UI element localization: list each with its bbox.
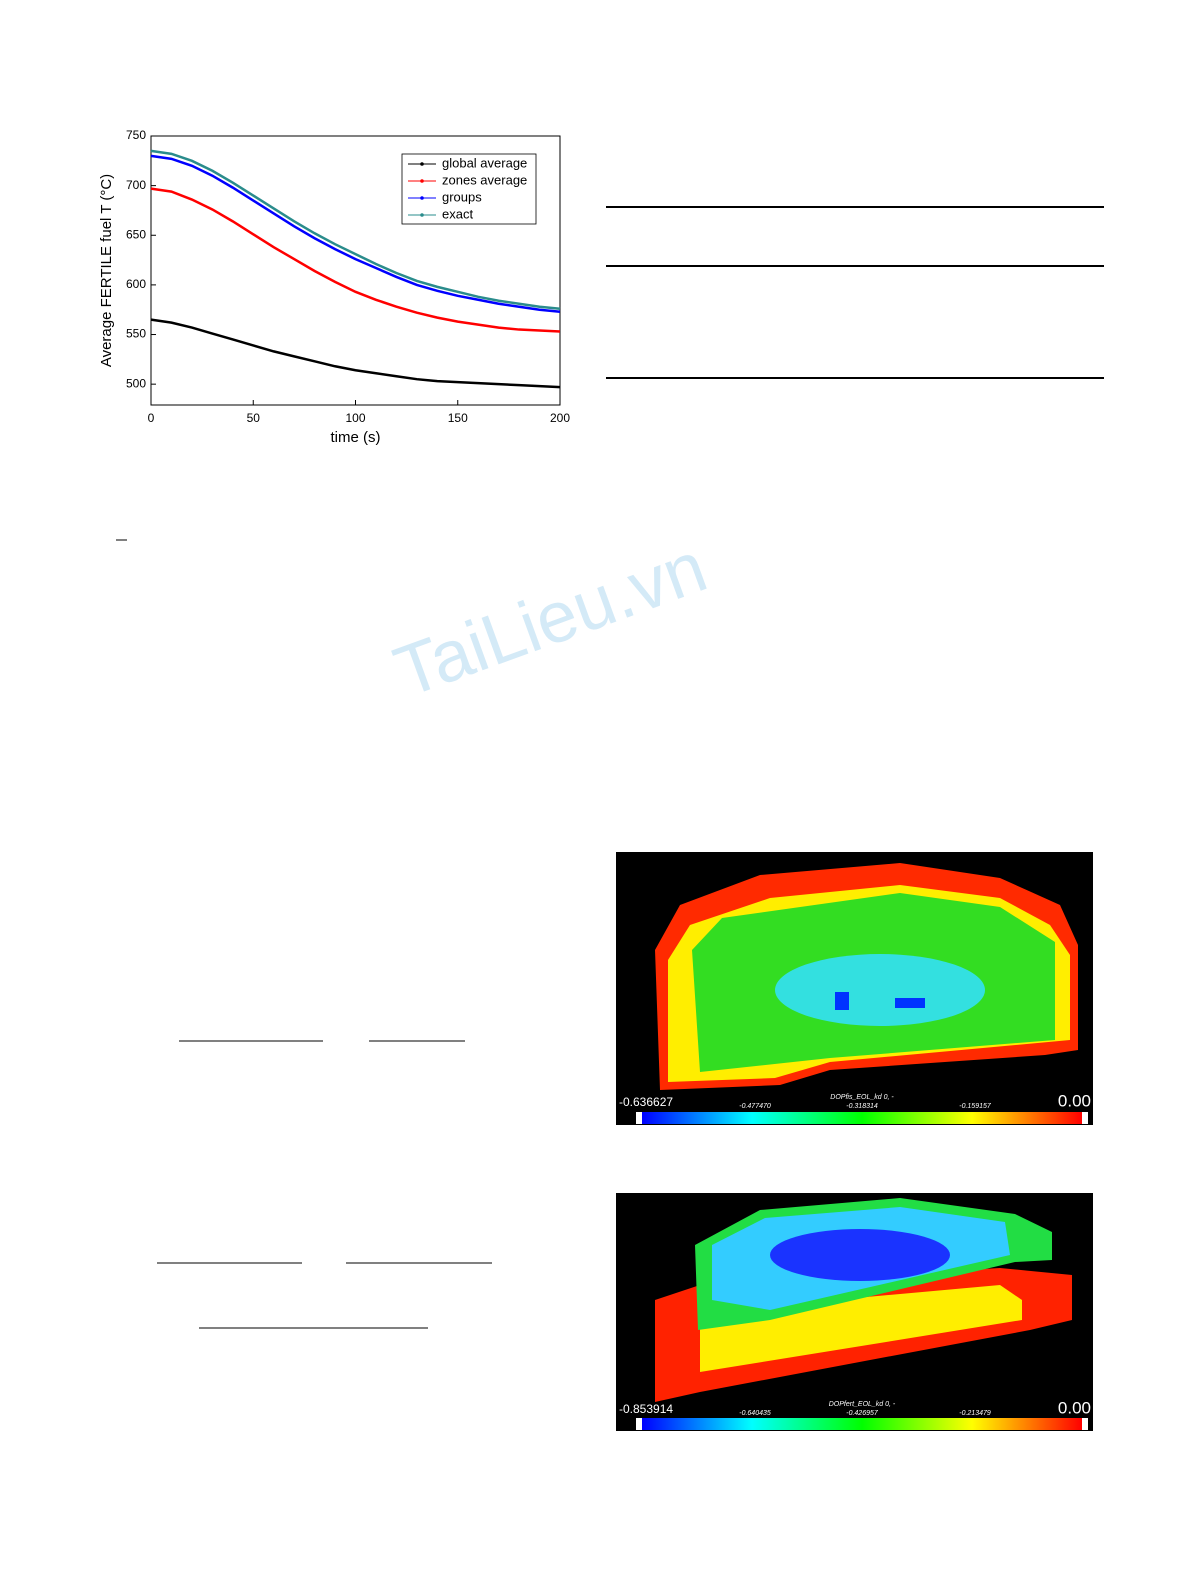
legend-marker	[420, 179, 424, 183]
colorbar-tick-label: -0.477470	[739, 1103, 771, 1110]
y-tick-label: 650	[126, 227, 146, 241]
legend-label: exact	[442, 206, 473, 221]
colorbar-end	[1082, 1112, 1088, 1124]
legend-marker	[420, 162, 424, 166]
colorbar-min: -0.853914	[619, 1402, 673, 1416]
legend-label: global average	[442, 155, 527, 170]
x-axis-label: time (s)	[331, 429, 381, 446]
colorbar-title: DOPfis_EOL_kd 0, -	[830, 1094, 894, 1101]
y-tick-label: 500	[126, 376, 146, 390]
colorbar-end	[1082, 1418, 1088, 1430]
figure-2	[616, 1193, 1093, 1431]
y-tick-label: 550	[126, 327, 146, 341]
y-axis-label: Average FERTILE fuel T (°C)	[98, 174, 115, 367]
x-tick-label: 0	[148, 411, 155, 425]
x-tick-label: 100	[345, 411, 365, 425]
x-tick-label: 200	[550, 411, 570, 425]
y-tick-label: 600	[126, 277, 146, 291]
colorbar-tick-label: -0.426957	[846, 1410, 879, 1417]
colorbar-end	[636, 1112, 642, 1124]
legend-box	[401, 153, 537, 225]
legend-marker	[420, 196, 424, 200]
colorbar-tick-label: -0.640435	[739, 1410, 771, 1417]
colorbar-min: -0.636627	[619, 1095, 673, 1109]
series-line	[150, 187, 561, 333]
series-line	[150, 149, 561, 310]
legend-label: zones average	[442, 172, 527, 187]
colorbar-max: 0.00	[1058, 1091, 1091, 1110]
watermark: TaiLieu.vn	[385, 527, 717, 713]
figure-1	[616, 852, 1093, 1125]
legend-label: groups	[442, 189, 482, 204]
series-line	[150, 318, 561, 389]
legend-marker	[420, 213, 424, 217]
colorbar	[642, 1418, 1082, 1430]
colorbar-tick-label: -0.318314	[846, 1103, 878, 1110]
y-tick-label: 700	[126, 178, 146, 192]
colorbar-tick-label: -0.213479	[959, 1410, 991, 1417]
colorbar-end	[636, 1418, 642, 1430]
x-tick-label: 50	[247, 411, 261, 425]
series-line	[150, 154, 561, 313]
colorbar-title: DOPfert_EOL_kd 0, -	[829, 1401, 896, 1408]
colorbar-max: 0.00	[1058, 1398, 1091, 1417]
y-tick-label: 750	[126, 128, 146, 142]
x-tick-label: 150	[448, 411, 468, 425]
colorbar	[642, 1112, 1082, 1124]
colorbar-tick-label: -0.159157	[959, 1103, 992, 1110]
